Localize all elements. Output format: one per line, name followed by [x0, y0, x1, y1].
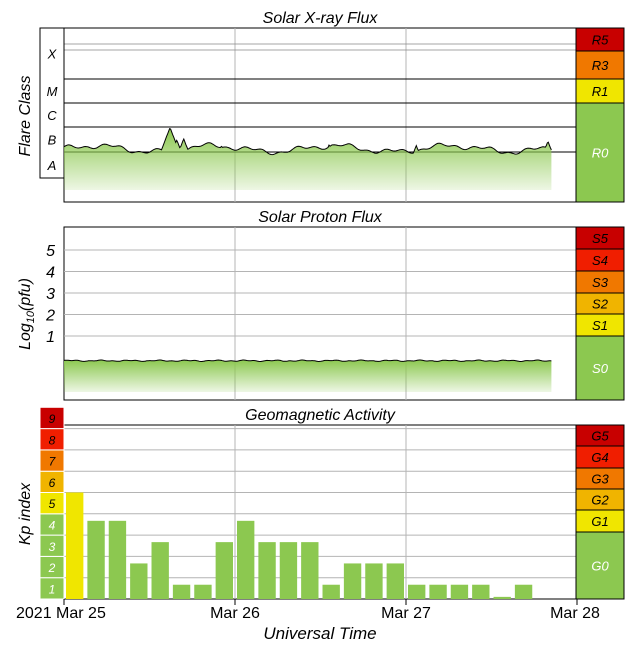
proton-ytick-label: 2	[45, 308, 55, 325]
xray-flux-line	[63, 127, 552, 156]
kp-bar	[514, 584, 533, 599]
x-axis: 2021 Mar 25 Mar 26 Mar 27 Mar 28	[16, 599, 600, 622]
xray-scale-r1	[575, 78, 625, 104]
proton-scale-label-s3: S3	[592, 275, 609, 290]
kp-ytick-label: 6	[49, 476, 56, 490]
kp-ytick-label: 8	[49, 433, 56, 447]
proton-ylabel: Log10(pfu)	[17, 278, 37, 350]
kp-scale-label-g4: G4	[591, 450, 608, 465]
kp-ylabel: Kp index	[17, 482, 34, 545]
proton-title: Solar Proton Flux	[258, 209, 383, 226]
xray-scale-label-r3: R3	[592, 58, 609, 73]
kp-scale-label-g0: G0	[591, 559, 609, 574]
kp-scale-label-g5: G5	[591, 429, 609, 444]
kp-bar	[493, 596, 511, 599]
proton-ylabel-tail: (pfu)	[17, 278, 34, 311]
proton-flux-line	[63, 359, 552, 363]
kp-bar	[365, 563, 383, 599]
kp-bar	[130, 563, 148, 599]
proton-scale-label-s2: S2	[592, 297, 609, 312]
kp-scale-label-g2: G2	[591, 493, 609, 508]
xray-title: Solar X-ray Flux	[263, 10, 379, 27]
kp-layer: 1 2 3 4 5 6 7 8 9 G5 G4 G3 G2 G1 G0	[39, 406, 625, 600]
proton-scale-s0	[575, 335, 625, 401]
kp-ytick-label: 7	[49, 455, 57, 469]
kp-ytick-label: 1	[49, 582, 56, 596]
kp-ytick-label: 9	[49, 412, 56, 426]
kp-bar	[301, 542, 319, 599]
kp-bar	[87, 520, 105, 599]
xray-class-label-a: A	[47, 158, 57, 173]
xray-class-label-c: C	[47, 108, 57, 123]
proton-ylabel-sub: 10	[25, 310, 37, 323]
x-tick-label: Mar 27	[381, 605, 431, 622]
kp-bar	[194, 584, 212, 599]
x-tick-label: Mar 26	[210, 605, 260, 622]
kp-bar	[258, 542, 276, 599]
xray-class-label-b: B	[48, 133, 57, 148]
kp-bar	[172, 584, 191, 599]
kp-bar	[237, 520, 255, 599]
kp-bar	[386, 563, 404, 599]
kp-ytick-label: 3	[49, 540, 56, 554]
xray-scale-label-r5: R5	[592, 33, 609, 48]
kp-ytick-swatch	[39, 406, 65, 430]
proton-ytick-label: 4	[46, 265, 55, 282]
kp-scale-label-g3: G3	[591, 472, 609, 487]
proton-scale-label-s0: S0	[592, 361, 609, 376]
x-tick-label: 2021 Mar 25	[16, 605, 106, 622]
kp-bar	[429, 584, 447, 599]
kp-frame	[63, 424, 577, 600]
xray-flux-area	[64, 128, 552, 190]
kp-bar	[343, 563, 362, 599]
x-axis-title: Universal Time	[263, 624, 376, 643]
proton-ytick-label: 1	[46, 329, 55, 346]
proton-layer: 1 2 3 4 5 S5 S4 S3 S2 S1 S0	[45, 226, 625, 401]
xray-class-label-x: X	[47, 47, 58, 62]
kp-bar	[408, 584, 426, 599]
kp-bar	[66, 492, 84, 599]
x-tick-label: Mar 28	[550, 605, 600, 622]
proton-flux-area	[64, 360, 552, 392]
kp-scale-g0	[575, 531, 625, 600]
proton-ytick-label: 3	[46, 286, 55, 303]
kp-bar	[108, 520, 127, 599]
kp-bar	[450, 584, 469, 599]
xray-class-scale	[39, 27, 65, 179]
proton-scale-label-s4: S4	[592, 253, 608, 268]
kp-scale-label-g1: G1	[591, 514, 608, 529]
xray-scale-label-r1: R1	[592, 84, 609, 99]
kp-ytick-label: 4	[49, 518, 56, 532]
kp-ytick-label: 5	[49, 497, 56, 511]
proton-ytick-label: 5	[46, 243, 55, 260]
kp-bar	[472, 584, 490, 599]
xray-scale-label-r0: R0	[592, 146, 609, 161]
kp-bar	[322, 584, 340, 599]
kp-ytick-label: 2	[48, 561, 56, 575]
xray-scale-r0	[575, 102, 625, 203]
proton-scale-label-s5: S5	[592, 231, 609, 246]
kp-bar	[151, 542, 169, 599]
proton-ylabel-main: Log	[17, 323, 34, 350]
kp-bar	[279, 542, 298, 599]
proton-scale-label-s1: S1	[592, 318, 608, 333]
xray-ylabel: Flare Class	[17, 76, 34, 157]
xray-class-label-m: M	[47, 84, 58, 99]
kp-bar	[215, 542, 233, 599]
geomagnetic-title: Geomagnetic Activity	[245, 407, 396, 424]
